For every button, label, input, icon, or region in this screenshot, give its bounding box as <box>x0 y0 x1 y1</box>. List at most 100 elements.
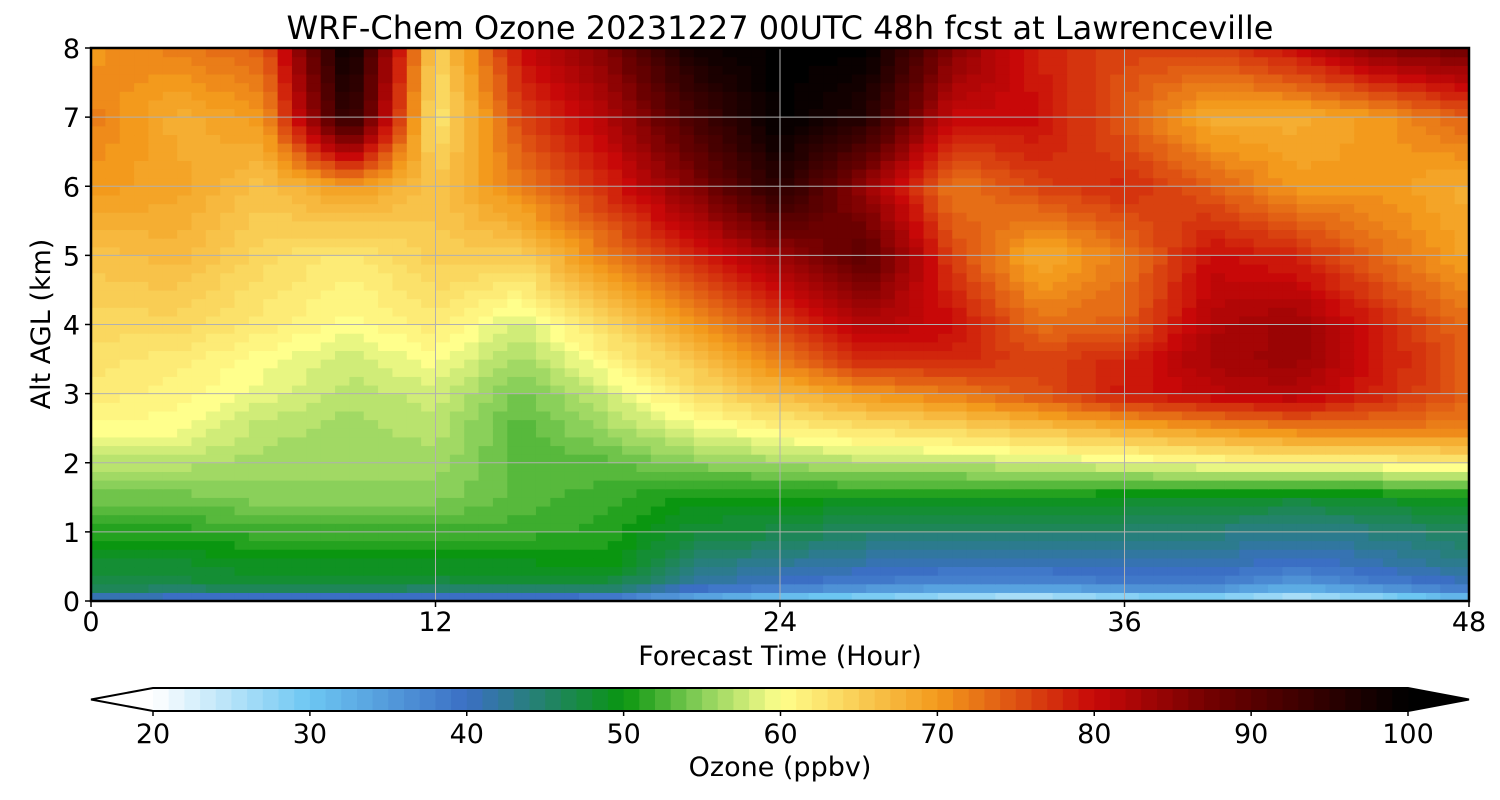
contour-cell <box>248 514 264 524</box>
contour-cell <box>406 367 422 377</box>
contour-cell <box>1052 583 1068 593</box>
contour-cell <box>679 566 695 576</box>
contour-cell <box>622 160 638 170</box>
contour-cell <box>449 428 465 438</box>
contour-cell <box>1181 557 1197 568</box>
contour-cell <box>1282 203 1298 213</box>
contour-cell <box>564 436 580 447</box>
contour-cell <box>937 289 953 300</box>
contour-cell <box>593 462 609 472</box>
contour-cell <box>1325 402 1341 412</box>
contour-cell <box>1454 402 1469 412</box>
contour-cell <box>823 255 839 265</box>
contour-cell <box>1167 359 1183 369</box>
contour-cell <box>665 341 681 352</box>
contour-cell <box>392 454 408 464</box>
contour-cell <box>349 341 365 352</box>
contour-cell <box>105 272 121 282</box>
contour-cell <box>1153 229 1169 239</box>
contour-cell <box>220 497 236 507</box>
contour-cell <box>507 471 523 481</box>
contour-cell <box>1296 566 1312 576</box>
contour-cell <box>780 168 795 179</box>
contour-cell <box>1239 445 1255 455</box>
contour-cell <box>507 264 523 274</box>
contour-cell <box>1196 212 1212 222</box>
contour-cell <box>823 333 839 343</box>
contour-cell <box>91 341 106 352</box>
contour-cell <box>119 289 135 300</box>
contour-cell <box>665 514 681 524</box>
contour-cell <box>464 151 480 161</box>
contour-cell <box>851 255 867 265</box>
contour-cell <box>335 264 350 274</box>
contour-cell <box>693 324 709 334</box>
contour-cell <box>593 246 609 256</box>
contour-cell <box>248 531 264 542</box>
contour-cell <box>119 194 135 205</box>
contour-cell <box>823 428 839 438</box>
contour-cell <box>1110 592 1126 601</box>
contour-cell <box>794 514 810 524</box>
contour-cell <box>220 592 236 601</box>
contour-cell <box>607 246 623 256</box>
contour-cell <box>234 341 250 352</box>
contour-cell <box>923 393 939 403</box>
contour-cell <box>392 488 408 498</box>
contour-cell <box>650 436 666 447</box>
contour-cell <box>808 359 824 369</box>
contour-cell <box>435 203 451 213</box>
contour-cell <box>277 238 293 248</box>
contour-cell <box>823 583 839 593</box>
contour-cell <box>693 531 709 542</box>
contour-cell <box>780 333 795 343</box>
contour-cell <box>406 168 422 179</box>
contour-cell <box>1368 514 1384 524</box>
contour-cell <box>780 557 795 568</box>
contour-cell <box>119 436 135 447</box>
contour-cell <box>622 324 638 334</box>
contour-cell <box>406 488 422 498</box>
contour-cell <box>1224 419 1240 429</box>
contour-cell <box>535 264 551 274</box>
contour-cell <box>148 410 164 421</box>
contour-cell <box>1181 186 1197 196</box>
contour-cell <box>1296 281 1312 291</box>
contour-cell <box>421 246 437 256</box>
contour-cell <box>1282 592 1298 601</box>
contour-cell <box>220 367 236 377</box>
contour-cell <box>1311 324 1327 334</box>
contour-cell <box>291 410 307 421</box>
contour-cell <box>1325 505 1341 516</box>
contour-cell <box>995 531 1011 542</box>
contour-cell <box>392 367 408 377</box>
contour-cell <box>363 531 379 542</box>
contour-cell <box>1354 454 1370 464</box>
contour-cell <box>1196 540 1212 550</box>
contour-cell <box>1110 505 1126 516</box>
contour-cell <box>937 419 953 429</box>
contour-cell <box>780 272 795 282</box>
contour-cell <box>751 384 767 395</box>
contour-cell <box>162 419 178 429</box>
contour-cell <box>1067 324 1083 334</box>
contour-cell <box>550 428 566 438</box>
contour-cell <box>808 160 824 170</box>
contour-cell <box>1067 272 1083 282</box>
contour-cell <box>1009 281 1025 291</box>
contour-cell <box>1397 523 1413 533</box>
contour-cell <box>780 471 795 481</box>
contour-cell <box>1181 445 1197 455</box>
contour-cell <box>521 255 537 265</box>
contour-cell <box>665 272 681 282</box>
contour-cell <box>636 402 652 412</box>
contour-cell <box>1397 384 1413 395</box>
contour-cell <box>1425 220 1441 231</box>
contour-cell <box>248 151 264 161</box>
contour-cell <box>205 177 221 187</box>
contour-cell <box>665 497 681 507</box>
contour-cell <box>823 436 839 447</box>
contour-cell <box>1009 324 1025 334</box>
contour-cell <box>349 523 365 533</box>
contour-cell <box>1110 514 1126 524</box>
